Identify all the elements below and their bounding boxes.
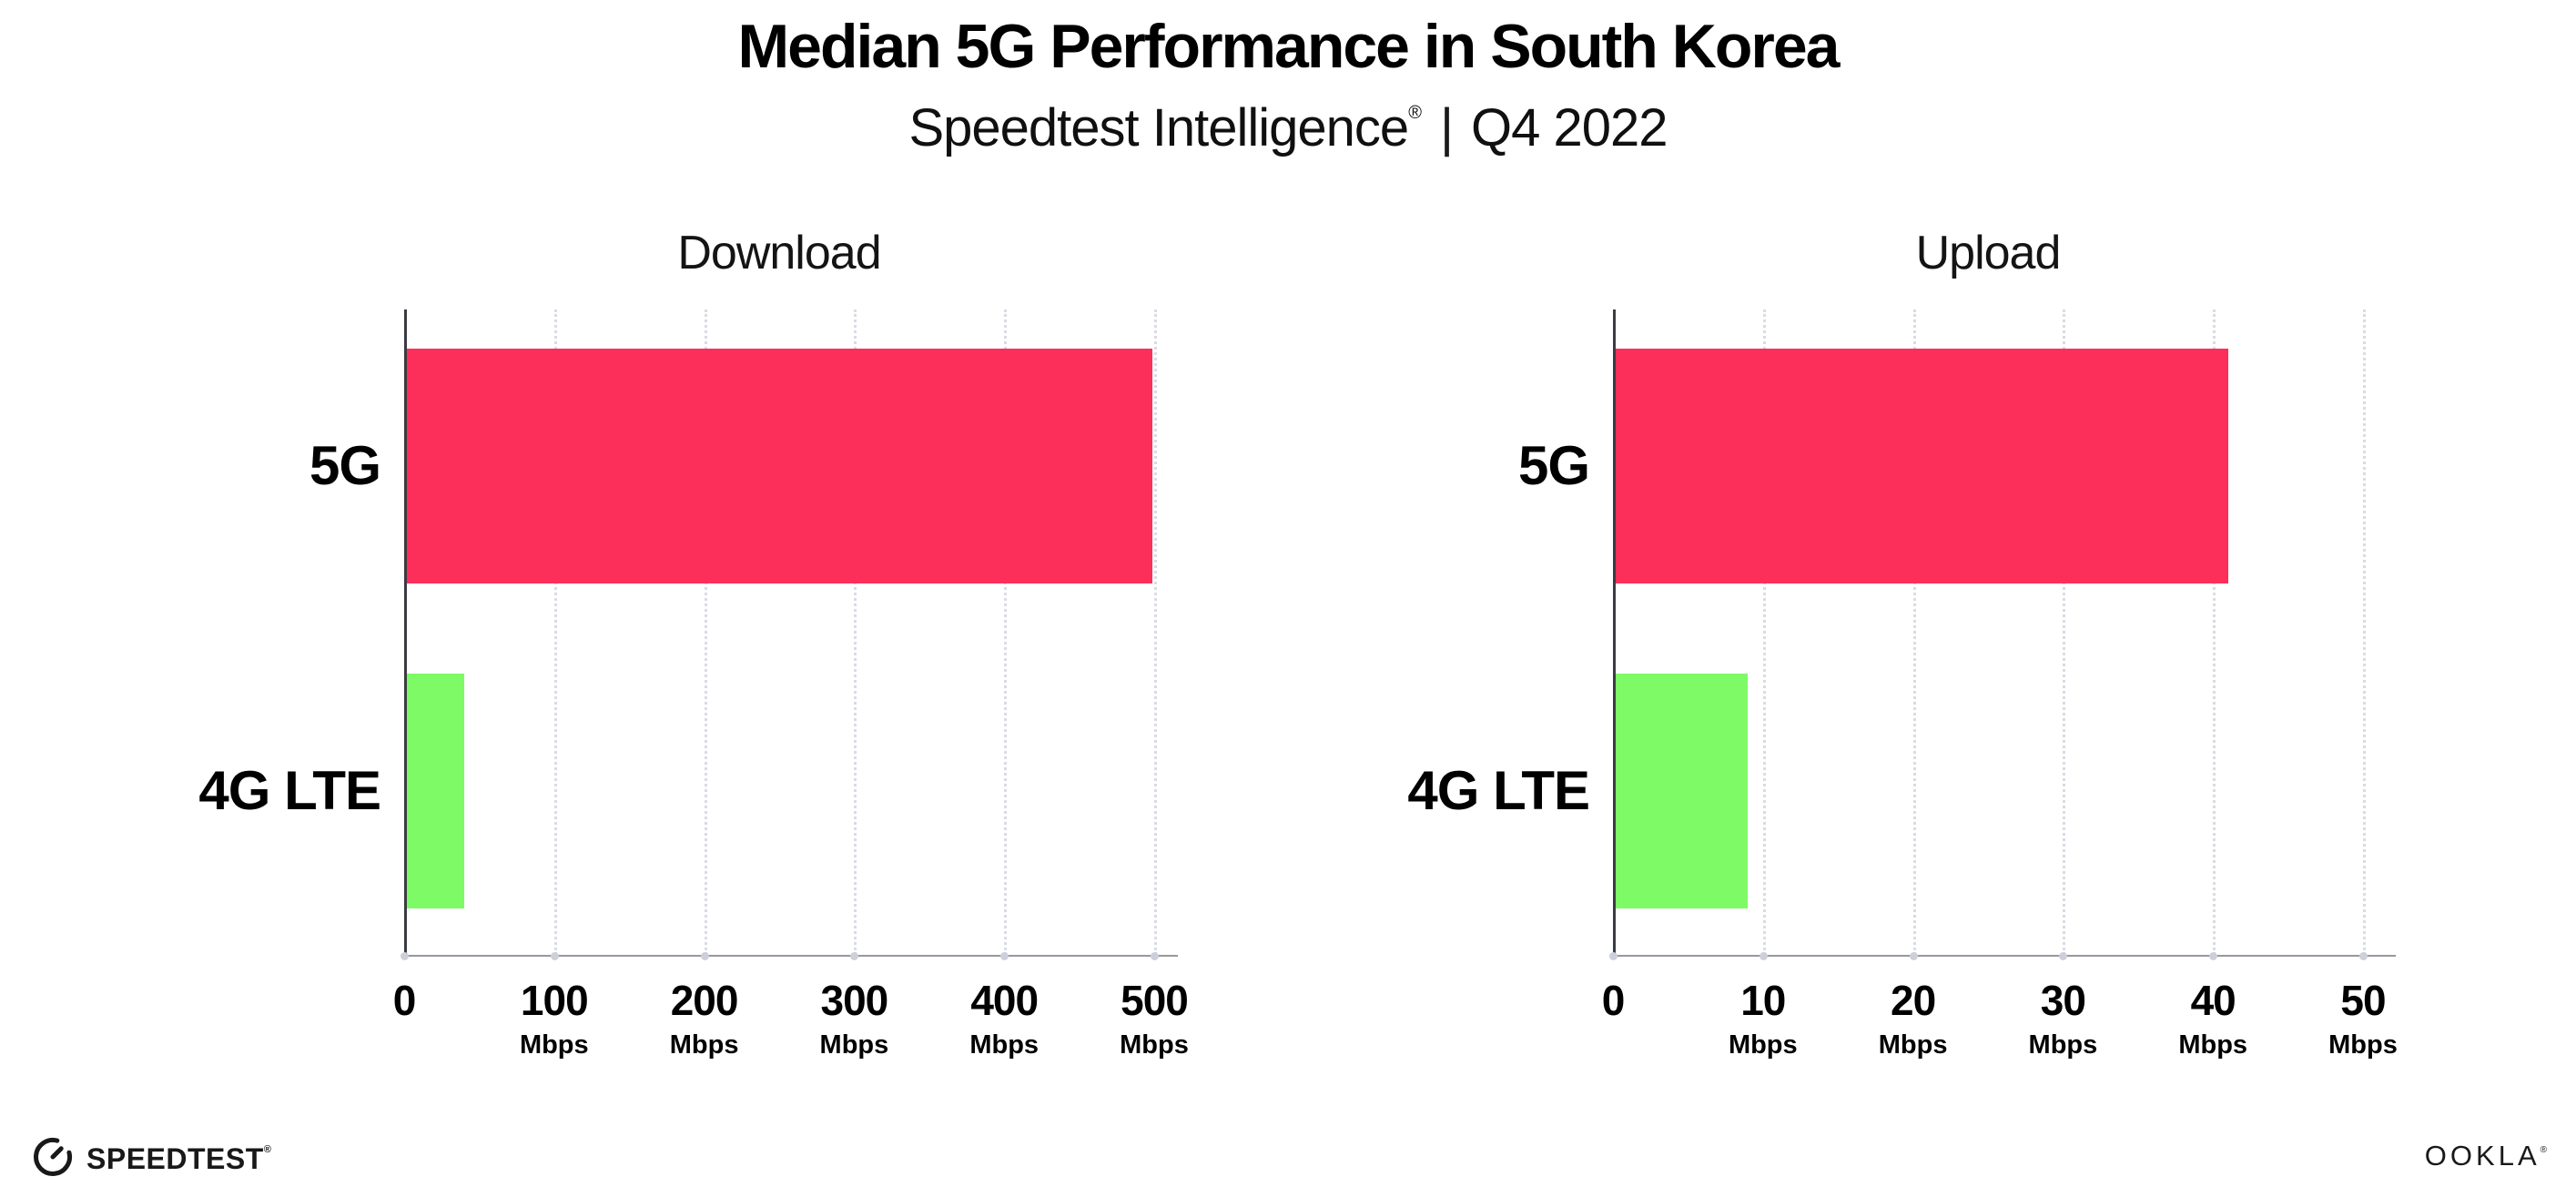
tick-label: 200 Mbps xyxy=(623,977,786,1060)
gridline xyxy=(2213,309,2216,955)
category-label-4g-lte: 4G LTE xyxy=(1407,760,1590,821)
gridline xyxy=(553,309,557,955)
x-axis-line xyxy=(1613,955,2396,957)
tick-value: 0 xyxy=(1601,977,1626,1024)
tick-label: 40 Mbps xyxy=(2131,977,2295,1060)
tick-dot xyxy=(700,952,709,960)
gridline xyxy=(1004,309,1008,955)
speedtest-logo: SPEEDTEST® xyxy=(32,1136,271,1182)
tick-unit: Mbps xyxy=(519,1030,589,1060)
tick-unit: Mbps xyxy=(969,1030,1040,1060)
registered-trademark-icon: ® xyxy=(1408,103,1422,123)
speedtest-gauge-icon xyxy=(32,1136,74,1182)
tick-unit: Mbps xyxy=(819,1030,889,1060)
tick-unit: Mbps xyxy=(1120,1030,1189,1060)
bar-4g-lte xyxy=(1613,674,1748,908)
tick-dot xyxy=(2359,952,2368,960)
tick-value: 30 xyxy=(2040,977,2086,1024)
category-label-5g: 5G xyxy=(1517,435,1590,496)
bar-4g-lte xyxy=(404,674,464,908)
tick-unit: Mbps xyxy=(669,1030,739,1060)
tick-value: 500 xyxy=(1121,977,1189,1024)
tick-unit: Mbps xyxy=(1878,1030,1948,1060)
subtitle-brand: Speedtest Intelligence xyxy=(908,98,1409,157)
tick-dot xyxy=(1151,952,1159,960)
ookla-logo: OOKLA® xyxy=(2425,1140,2547,1172)
category-label-4g-lte: 4G LTE xyxy=(198,760,381,821)
speedtest-registered-icon: ® xyxy=(263,1144,272,1155)
tick-dot xyxy=(1759,952,1768,960)
tick-dot xyxy=(2059,952,2068,960)
bar-5g xyxy=(1613,349,2228,583)
tick-label: 10 Mbps xyxy=(1681,977,1845,1060)
tick-value: 100 xyxy=(520,977,589,1024)
tick-dot xyxy=(1909,952,1918,960)
gridline xyxy=(1762,309,1766,955)
subtitle-separator: | xyxy=(1439,98,1454,157)
tick-unit: Mbps xyxy=(2328,1030,2398,1060)
tick-value: 200 xyxy=(670,977,739,1024)
tick-value: 0 xyxy=(392,977,417,1024)
bar-5g xyxy=(404,349,1152,583)
chart-title: Upload xyxy=(1915,227,2062,279)
tick-value: 400 xyxy=(970,977,1039,1024)
x-axis-line xyxy=(404,955,1178,957)
tick-label: 30 Mbps xyxy=(1981,977,2145,1060)
tick-unit: Mbps xyxy=(2028,1030,2098,1060)
tick-label: 20 Mbps xyxy=(1831,977,1995,1060)
subtitle-period: Q4 2022 xyxy=(1471,98,1668,157)
y-axis-line xyxy=(1613,309,1616,955)
speedtest-wordmark: SPEEDTEST® xyxy=(86,1142,271,1176)
tick-label: 100 Mbps xyxy=(472,977,636,1060)
gridline xyxy=(2363,309,2366,955)
tick-dot xyxy=(1000,952,1009,960)
tick-value: 50 xyxy=(2340,977,2386,1024)
gridline xyxy=(2063,309,2066,955)
tick-label: 50 Mbps xyxy=(2281,977,2445,1060)
tick-label: 300 Mbps xyxy=(772,977,936,1060)
tick-value: 10 xyxy=(1740,977,1786,1024)
y-axis-line xyxy=(404,309,407,955)
tick-unit: Mbps xyxy=(2178,1030,2248,1060)
tick-label: 400 Mbps xyxy=(922,977,1086,1060)
gridline xyxy=(854,309,857,955)
gridline xyxy=(1154,309,1157,955)
tick-value: 40 xyxy=(2190,977,2236,1024)
speedtest-wordmark-text: SPEEDTEST xyxy=(86,1142,264,1175)
gridline xyxy=(704,309,707,955)
subtitle: Speedtest Intelligence® | Q4 2022 xyxy=(0,98,2576,159)
tick-label: 500 Mbps xyxy=(1072,977,1236,1060)
gridline xyxy=(1912,309,1916,955)
tick-dot xyxy=(401,952,409,960)
tick-label: 0 xyxy=(1531,977,1695,1024)
ookla-registered-icon: ® xyxy=(2540,1145,2547,1155)
tick-label: 0 xyxy=(322,977,486,1024)
tick-value: 20 xyxy=(1891,977,1936,1024)
page-title: Median 5G Performance in South Korea xyxy=(737,12,1841,81)
tick-dot xyxy=(850,952,859,960)
tick-dot xyxy=(2209,952,2218,960)
tick-value: 300 xyxy=(820,977,889,1024)
tick-dot xyxy=(1609,952,1618,960)
tick-dot xyxy=(550,952,559,960)
category-label-5g: 5G xyxy=(309,435,381,496)
ookla-wordmark-text: OOKLA xyxy=(2424,1140,2541,1172)
chart-title: Download xyxy=(677,227,881,279)
tick-unit: Mbps xyxy=(1728,1030,1798,1060)
